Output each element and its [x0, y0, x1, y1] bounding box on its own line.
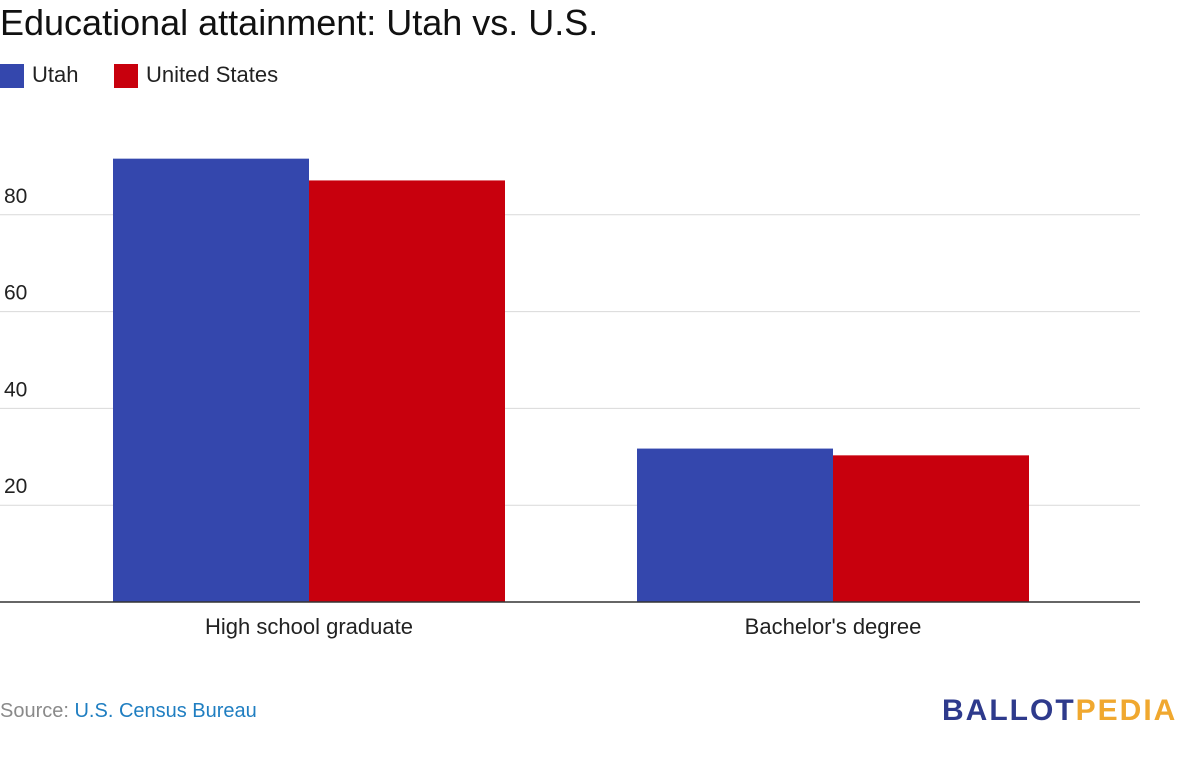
- x-tick-label-0: High school graduate: [205, 614, 413, 639]
- chart-title: Educational attainment: Utah vs. U.S.: [0, 2, 599, 43]
- y-tick-label-60: 60: [4, 282, 27, 305]
- bar-united-states-bachelor-s-degree: [833, 455, 1029, 602]
- source-line: Source: U.S. Census Bureau: [0, 700, 257, 723]
- y-tick-label-20: 20: [4, 475, 27, 498]
- legend-label-utah: Utah: [32, 62, 79, 87]
- y-tick-label-80: 80: [4, 185, 27, 208]
- legend-swatch-united-states: [114, 64, 138, 88]
- chart-plot: 20 40 60 80 High school graduate Bachelor's d…: [0, 158, 1140, 639]
- logo-part-pedia: PEDIA: [1075, 694, 1178, 727]
- bar-utah-bachelor-s-degree: [637, 448, 833, 602]
- legend-label-united-states: United States: [146, 62, 279, 87]
- source-prefix: Source:: [0, 700, 75, 722]
- logo-part-ballot: BALLOT: [942, 694, 1076, 727]
- legend-swatch-utah: [0, 64, 24, 88]
- bar-utah-high-school-graduate: [113, 158, 309, 602]
- source-link[interactable]: U.S. Census Bureau: [74, 700, 257, 722]
- y-tick-label-40: 40: [4, 378, 27, 401]
- bar-united-states-high-school-graduate: [309, 180, 505, 602]
- ballotpedia-logo: BALLOTPEDIA: [942, 694, 1177, 728]
- x-tick-label-1: Bachelor's degree: [745, 614, 922, 639]
